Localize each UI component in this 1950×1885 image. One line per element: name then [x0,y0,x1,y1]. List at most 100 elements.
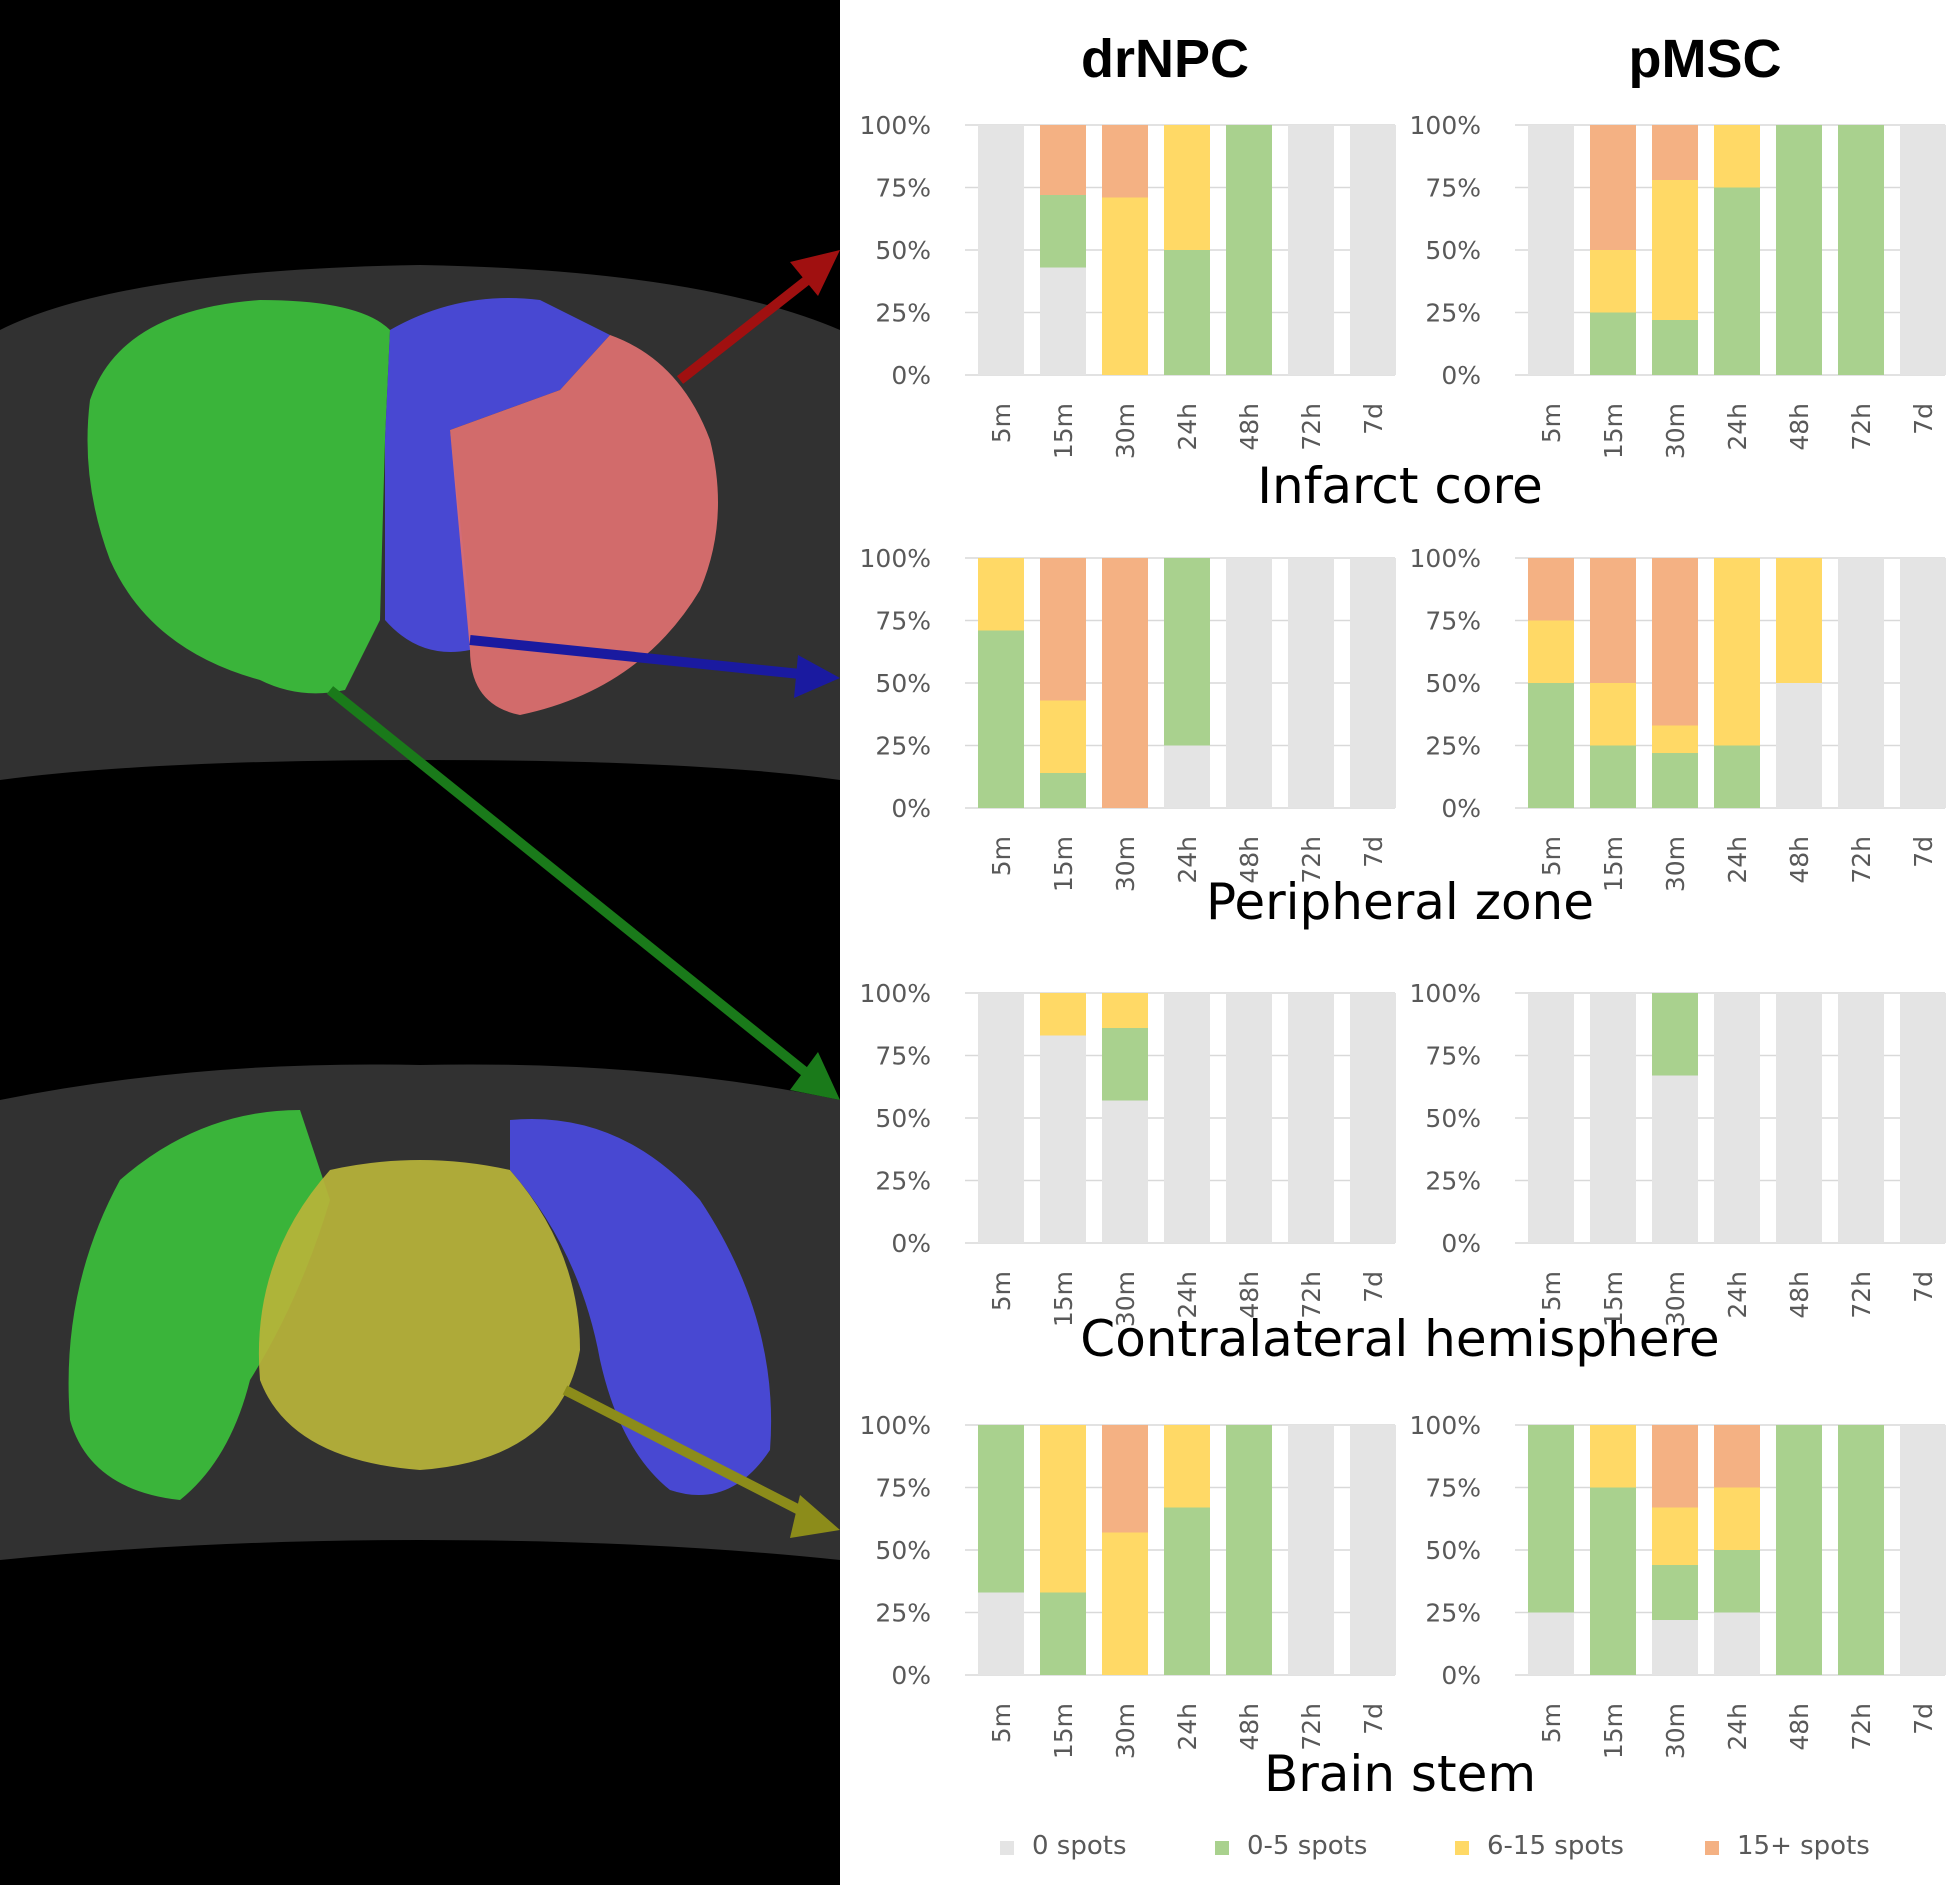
legend-label: 0 spots [1032,1831,1127,1861]
bar-segment [1590,1487,1636,1675]
x-tick-label: 72h [1847,1271,1876,1319]
roi-green-upper [87,300,390,694]
bar-segment [1226,1425,1272,1675]
bar-segment [1652,558,1698,726]
bar-segment [1102,993,1148,1028]
bar-segment [1164,1425,1210,1508]
x-tick-label: 48h [1785,403,1814,451]
bar-segment [1528,125,1574,375]
x-tick-label: 48h [1785,1271,1814,1319]
bar-segment [1350,125,1396,375]
bar-segment [1838,993,1884,1243]
x-tick-label: 48h [1785,836,1814,884]
column-title-pmsc: pMSC [1628,29,1782,89]
x-tick-label: 72h [1297,1703,1326,1751]
bar-segment [978,1592,1024,1675]
y-tick-label: 100% [860,544,931,573]
bar-segment [978,125,1024,375]
bar-segment [1900,993,1946,1243]
y-tick-label: 0% [1441,794,1481,823]
x-tick-label: 15m [1049,1703,1078,1759]
legend-swatch [1000,1841,1014,1855]
bar-segment [1528,620,1574,683]
mri-image-panel [0,0,840,1885]
x-tick-label: 30m [1111,836,1140,892]
roi-blue-lower [510,1119,772,1495]
bar-segment [1652,753,1698,808]
roi-green-lower [68,1110,331,1500]
legend-label: 15+ spots [1737,1831,1870,1861]
x-tick-label: 72h [1297,836,1326,884]
x-tick-label: 15m [1049,836,1078,892]
y-tick-label: 50% [1425,1104,1481,1133]
y-tick-label: 0% [891,794,931,823]
y-tick-label: 25% [1425,732,1481,761]
bar-segment [1350,993,1396,1243]
bar-segment [1040,267,1086,375]
mri-section-upper [0,265,840,780]
bar-segment [1164,125,1210,250]
y-tick-label: 0% [891,1661,931,1690]
legend-item-15-plus-spots: 15+ spots [1705,1826,1870,1866]
legend-swatch [1705,1841,1719,1855]
y-tick-label: 25% [875,1599,931,1628]
bar-segment [1652,125,1698,180]
bar-segment [1164,745,1210,808]
x-tick-label: 48h [1785,1703,1814,1751]
y-tick-label: 50% [875,1104,931,1133]
x-tick-label: 7d [1909,403,1938,435]
x-tick-label: 5m [1537,1703,1566,1743]
bar-segment [1528,1425,1574,1613]
bar-segment [1900,125,1946,375]
x-tick-label: 30m [1661,1271,1690,1327]
bar-segment [978,558,1024,631]
bar-segment [1040,1592,1086,1675]
bar-segment [1714,993,1760,1243]
bar-segment [1040,195,1086,268]
legend-item-6-15-spots: 6-15 spots [1455,1826,1624,1866]
bar-segment [1350,1425,1396,1675]
bar-segment [978,630,1024,808]
bar-segment [1590,1425,1636,1488]
y-tick-label: 75% [1425,1474,1481,1503]
bar-segment [1652,1565,1698,1620]
y-tick-label: 50% [875,669,931,698]
bar-segment [1288,993,1334,1243]
bar-segment [1102,125,1148,198]
region-title-contralateral-hemisphere: Contralateral hemisphere [1080,1310,1720,1368]
bar-segment [1226,993,1272,1243]
bar-segment [1590,993,1636,1243]
bar-segment [1776,1425,1822,1675]
x-tick-label: 5m [987,403,1016,443]
bar-segment [1226,558,1272,808]
bar-segment [1714,1487,1760,1550]
y-tick-label: 100% [1410,1411,1481,1440]
x-tick-label: 7d [1909,1271,1938,1303]
x-tick-label: 48h [1235,403,1264,451]
bar-segment [1900,558,1946,808]
y-tick-label: 25% [1425,1167,1481,1196]
x-tick-label: 48h [1235,1271,1264,1319]
legend-item-0-5-spots: 0-5 spots [1215,1826,1367,1866]
bar-segment [1776,558,1822,683]
bar-segment [1040,993,1086,1036]
legend-swatch [1215,1841,1229,1855]
y-tick-label: 100% [1410,979,1481,1008]
x-tick-label: 48h [1235,836,1264,884]
bar-segment [1590,683,1636,746]
bar-segment [1102,1425,1148,1533]
x-tick-label: 24h [1723,1703,1752,1751]
x-tick-label: 72h [1847,403,1876,451]
bar-segment [1164,993,1210,1243]
mri-section-lower [0,1064,840,1560]
x-tick-label: 7d [1909,836,1938,868]
bar-segment [1350,558,1396,808]
bar-segment [1652,1507,1698,1565]
bar-segment [1040,125,1086,195]
bar-segment [1164,250,1210,375]
y-tick-label: 0% [1441,1661,1481,1690]
bar-segment [978,993,1024,1243]
y-tick-label: 100% [860,1411,931,1440]
y-tick-label: 100% [1410,544,1481,573]
bar-segment [1714,558,1760,746]
